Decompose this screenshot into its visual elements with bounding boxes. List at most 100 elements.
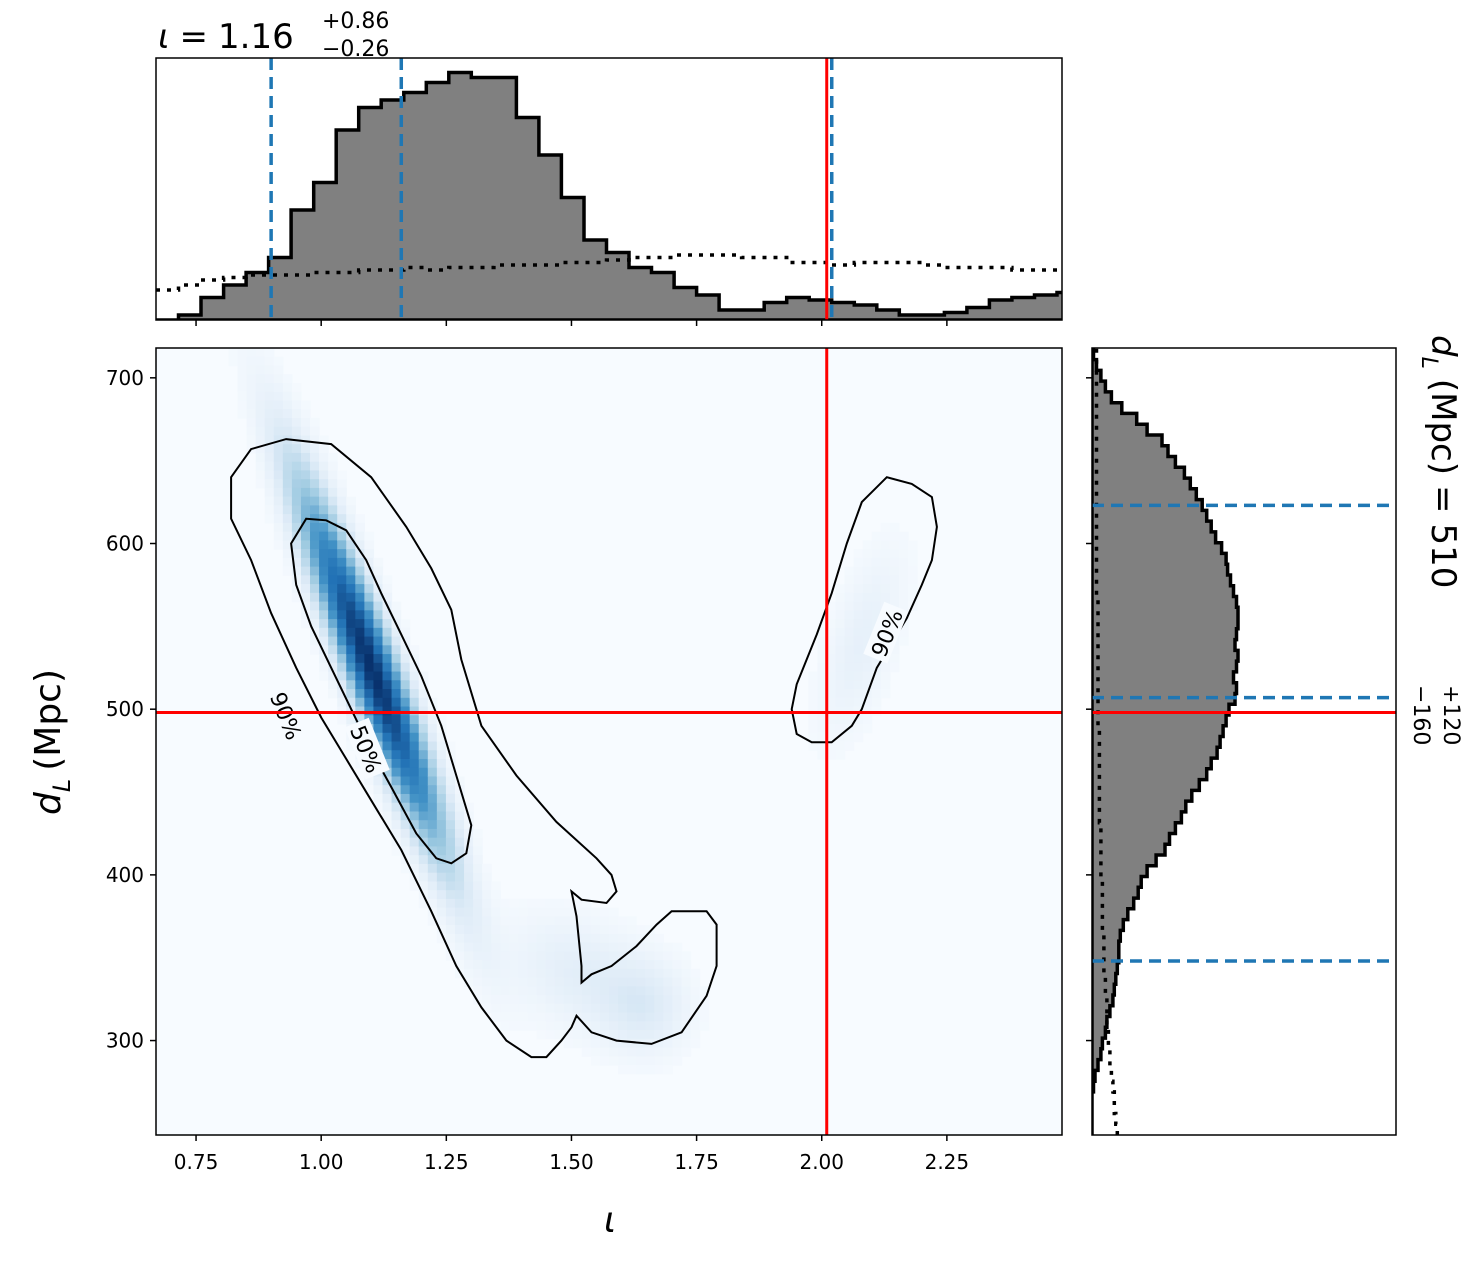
density-cell: [373, 724, 384, 734]
density-cell: [328, 452, 338, 463]
density-cell: [844, 584, 855, 594]
density-cell: [427, 846, 438, 856]
density-cell: [518, 951, 529, 961]
density-cell: [291, 496, 302, 506]
density-cell: [300, 487, 311, 498]
density-cell: [654, 951, 664, 961]
density-cell: [880, 671, 891, 681]
density-cell: [264, 409, 275, 419]
density-cell: [391, 785, 402, 795]
density-cell: [672, 1021, 683, 1031]
density-cell: [473, 960, 483, 970]
density-cell: [337, 697, 347, 708]
density-cell: [826, 662, 837, 673]
density-cell: [391, 671, 402, 681]
density-cell: [418, 793, 429, 804]
density-cell: [527, 1003, 538, 1014]
density-cell: [264, 400, 275, 410]
density-cell: [898, 566, 909, 576]
density-cell: [509, 907, 519, 917]
density-cell: [627, 951, 637, 961]
density-cell: [400, 697, 411, 708]
density-cell: [454, 828, 465, 839]
density-cell: [436, 890, 447, 900]
density-cell: [853, 689, 864, 699]
density-cell: [554, 1021, 565, 1031]
density-cell: [273, 356, 284, 367]
density-cell: [907, 584, 918, 594]
density-cell: [346, 566, 356, 576]
density-cell: [300, 540, 311, 550]
density-cell: [663, 1012, 674, 1022]
density-cell: [572, 977, 583, 987]
density-cell: [862, 654, 873, 664]
density-cell: [853, 601, 864, 611]
density-cell: [898, 636, 909, 646]
density-cell: [418, 820, 429, 830]
top-histogram-panel: [155, 57, 1063, 326]
density-cell: [400, 715, 411, 725]
density-cell: [482, 1003, 492, 1014]
density-cell: [282, 444, 293, 454]
density-cell: [509, 942, 519, 952]
density-cell: [536, 1003, 547, 1014]
density-cell: [337, 540, 347, 550]
density-cell: [328, 645, 338, 655]
density-cell: [527, 933, 538, 944]
density-cell: [663, 1038, 674, 1049]
density-cell: [346, 575, 356, 585]
density-cell: [337, 557, 347, 568]
density-cell: [418, 671, 429, 681]
density-cell: [418, 724, 429, 734]
density-cell: [391, 627, 402, 638]
density-cell: [663, 960, 674, 970]
density-cell: [654, 968, 664, 979]
density-cell: [454, 811, 465, 821]
density-cell: [518, 898, 529, 909]
right-posterior-histogram: [1092, 348, 1240, 1135]
density-cell: [273, 374, 284, 384]
density-cell: [337, 627, 347, 638]
density-cell: [618, 1012, 628, 1022]
density-cell: [636, 933, 646, 944]
density-cell: [319, 505, 329, 515]
density-cell: [291, 400, 302, 410]
density-cell: [554, 995, 565, 1005]
density-cell: [373, 601, 384, 611]
density-cell: [880, 575, 891, 585]
density-cell: [382, 750, 393, 760]
density-cell: [645, 1047, 655, 1057]
density-cell: [482, 942, 492, 952]
density-cell: [509, 995, 519, 1005]
density-cell: [835, 627, 846, 638]
density-cell: [427, 758, 438, 769]
density-cell: [808, 724, 818, 734]
density-cell: [889, 557, 900, 568]
density-cell: [554, 907, 565, 917]
density-cell: [817, 636, 828, 646]
density-cell: [690, 995, 701, 1005]
density-cell: [337, 619, 347, 629]
density-cell: [382, 811, 393, 821]
density-cell: [382, 662, 393, 673]
density-cell: [536, 968, 547, 979]
density-cell: [672, 1056, 683, 1066]
density-cell: [536, 1012, 547, 1022]
density-cell: [255, 435, 266, 445]
density-cell: [400, 785, 411, 795]
density-cell: [409, 680, 420, 690]
density-cell: [454, 925, 465, 935]
density-cell: [273, 400, 284, 410]
density-cell: [554, 942, 565, 952]
density-cell: [862, 557, 873, 568]
density-cell: [554, 977, 565, 987]
density-cell: [273, 461, 284, 472]
density-cell: [500, 1012, 510, 1022]
density-cell: [563, 1021, 574, 1031]
density-cell: [454, 898, 465, 909]
density-cell: [282, 417, 293, 428]
density-cell: [355, 636, 365, 646]
density-cell: [563, 960, 574, 970]
density-cell: [436, 732, 447, 743]
density-cell: [491, 890, 501, 900]
